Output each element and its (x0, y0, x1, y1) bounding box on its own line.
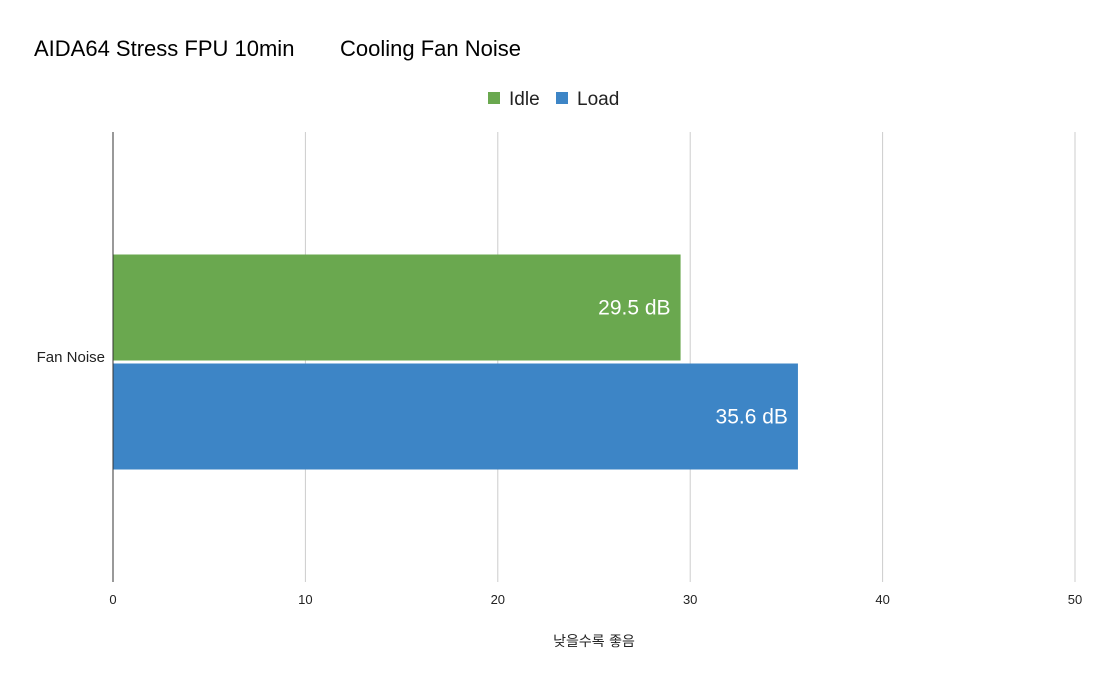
gridlines (304, 132, 1076, 582)
x-tick-label: 0 (109, 592, 116, 607)
chart-legend: Idle Load (488, 89, 619, 110)
x-axis-ticks: 0 10 20 30 40 50 (109, 592, 1082, 607)
x-tick-label: 30 (683, 592, 697, 607)
legend-label-load: Load (577, 89, 619, 110)
y-axis-categories: Fan Noise (37, 349, 105, 366)
legend-swatch-load (556, 92, 568, 104)
bar-load (113, 363, 798, 470)
chart-subtitle: Cooling Fan Noise (340, 36, 521, 61)
chart-title: AIDA64 Stress FPU 10min (34, 36, 294, 61)
data-label-idle: 29.5 dB (598, 297, 670, 320)
x-tick-label: 20 (491, 592, 505, 607)
data-label-load: 35.6 dB (716, 406, 788, 429)
legend-swatch-idle (488, 92, 500, 104)
x-tick-label: 10 (298, 592, 312, 607)
x-tick-label: 40 (875, 592, 889, 607)
x-tick-label: 50 (1068, 592, 1082, 607)
category-label: Fan Noise (37, 349, 105, 366)
bar-idle (113, 254, 681, 361)
legend-label-idle: Idle (509, 89, 540, 110)
bar-group: 29.5 dB 35.6 dB (113, 254, 798, 470)
x-axis-title: 낮을수록 좋음 (553, 634, 635, 650)
